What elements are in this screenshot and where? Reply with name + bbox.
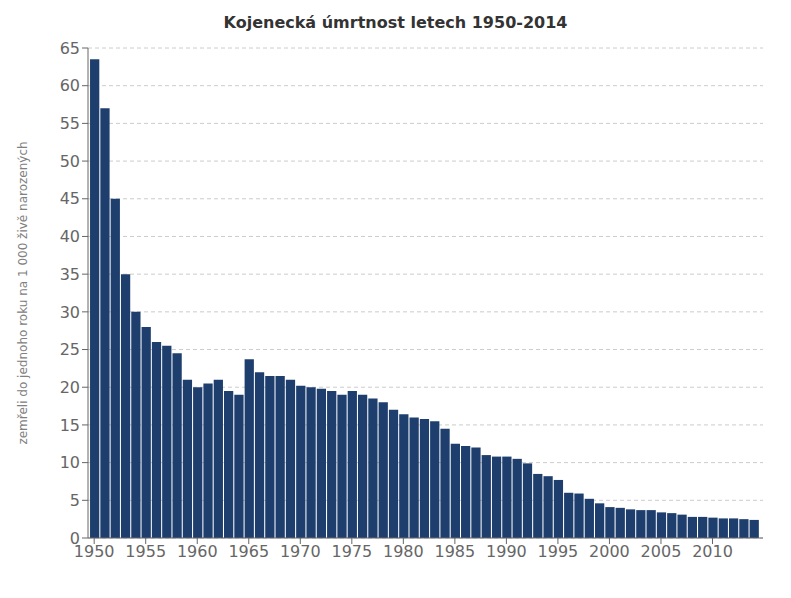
- svg-text:10: 10: [60, 453, 80, 472]
- svg-text:35: 35: [60, 265, 80, 284]
- svg-text:55: 55: [60, 114, 80, 133]
- svg-text:25: 25: [60, 340, 80, 359]
- svg-text:1985: 1985: [435, 542, 476, 561]
- svg-text:60: 60: [60, 76, 80, 95]
- svg-text:1980: 1980: [383, 542, 424, 561]
- svg-text:2000: 2000: [589, 542, 630, 561]
- svg-text:2010: 2010: [692, 542, 733, 561]
- svg-text:20: 20: [60, 378, 80, 397]
- svg-text:15: 15: [60, 416, 80, 435]
- svg-text:40: 40: [60, 227, 80, 246]
- svg-text:1970: 1970: [280, 542, 321, 561]
- svg-text:1995: 1995: [538, 542, 579, 561]
- svg-text:1955: 1955: [125, 542, 166, 561]
- svg-text:5: 5: [70, 491, 80, 510]
- svg-text:50: 50: [60, 152, 80, 171]
- svg-text:1975: 1975: [331, 542, 372, 561]
- svg-text:30: 30: [60, 303, 80, 322]
- svg-text:0: 0: [70, 529, 80, 548]
- svg-text:65: 65: [60, 39, 80, 58]
- svg-text:1950: 1950: [73, 542, 115, 562]
- svg-text:1990: 1990: [486, 542, 527, 561]
- svg-text:2005: 2005: [641, 542, 682, 561]
- svg-text:45: 45: [60, 189, 80, 208]
- svg-text:zemřeli do jednoho roku na 1 0: zemřeli do jednoho roku na 1 000 živě na…: [16, 141, 30, 444]
- html-text:Kojenecká úmrtnost letech 1950: Kojenecká úmrtnost letech 1950-2014: [223, 13, 568, 32]
- svg-text:1960: 1960: [177, 542, 218, 561]
- svg-text:1965: 1965: [228, 542, 269, 561]
